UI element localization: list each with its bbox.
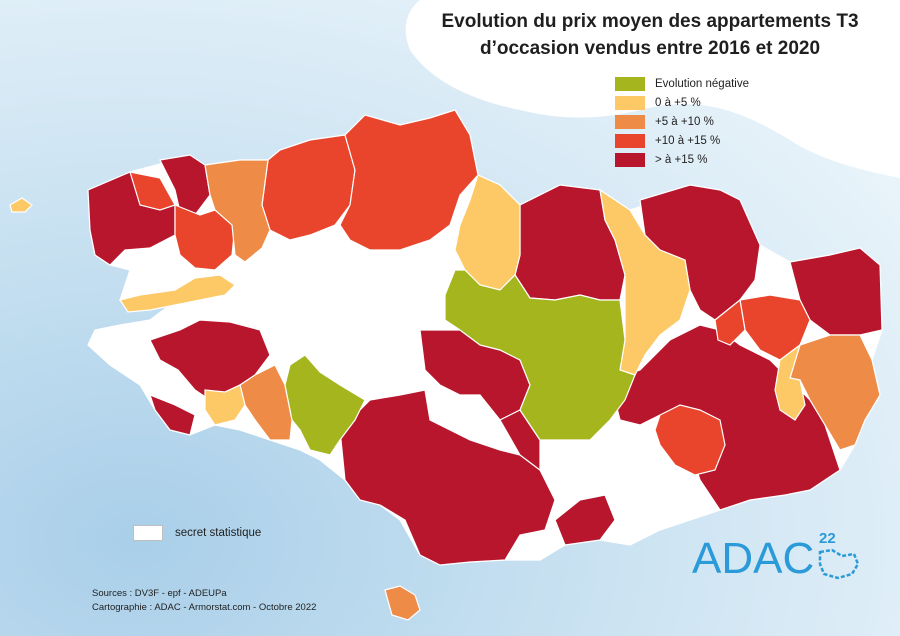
region-crozon	[119, 274, 236, 313]
region-quimperle	[239, 364, 293, 441]
sources-line: Sources : DV3F - epf - ADEUPa	[92, 588, 227, 599]
region-class-negative	[284, 269, 636, 456]
title-backdrop	[405, 0, 900, 178]
region-gourin	[284, 354, 366, 456]
logo-shape-icon	[818, 548, 860, 580]
logo-number: 22	[819, 530, 836, 547]
region-redon-south	[554, 494, 616, 546]
region-class-0-5	[9, 174, 806, 426]
region-class-over-15	[87, 154, 883, 566]
region-concarneau	[204, 384, 246, 426]
region-landerneau	[174, 204, 236, 271]
map-legend: Evolution négative 0 à +5 % +5 à +10 % +…	[615, 74, 815, 169]
cartography-line: Cartographie : ADAC - Armorstat.com - Oc…	[92, 602, 317, 613]
region-brest-north	[129, 171, 176, 211]
legend-swatch-10-15	[615, 133, 645, 148]
map-title: Evolution du prix moyen des appartements…	[420, 8, 880, 62]
legend-swatch-5-10	[615, 114, 645, 129]
region-class-5-10	[204, 159, 881, 621]
adac-logo: ADAC 22	[692, 530, 882, 590]
region-carhaix-north	[204, 159, 271, 263]
legend-label-0-5: 0 à +5 %	[655, 96, 701, 109]
title-line-1: Evolution du prix moyen des appartements…	[441, 11, 859, 32]
region-saint-brieuc	[339, 109, 479, 251]
region-janze	[774, 343, 806, 421]
legend-secret: secret statistique	[133, 525, 261, 541]
legend-label-10-15: +10 à +15 %	[655, 134, 721, 147]
region-class-10-15	[129, 109, 811, 476]
legend-item-negative: Evolution négative	[615, 74, 815, 93]
region-montfort	[714, 298, 746, 346]
region-centre-bretagne	[444, 269, 636, 441]
legend-item-5-10: +5 à +10 %	[615, 112, 815, 131]
logo-text: ADAC	[692, 534, 815, 583]
region-ouessant	[9, 197, 33, 213]
legend-item-10-15: +10 à +15 %	[615, 131, 815, 150]
region-pointe	[149, 393, 196, 436]
legend-swatch-over-15	[615, 152, 645, 167]
legend-label-over-15: > à +15 %	[655, 153, 708, 166]
region-guer	[654, 404, 726, 476]
legend-item-0-5: 0 à +5 %	[615, 93, 815, 112]
legend-label-negative: Evolution négative	[655, 77, 749, 90]
region-morlaix	[159, 154, 211, 216]
legend-swatch-0-5	[615, 95, 645, 110]
region-borders	[239, 239, 471, 441]
legend-swatch-secret	[133, 525, 163, 541]
sources-block: Sources : DV3F - epf - ADEUPa Cartograph…	[92, 587, 316, 615]
title-line-2: d’occasion vendus entre 2016 et 2020	[479, 38, 821, 59]
region-belle-ile	[384, 585, 421, 621]
region-broons	[599, 188, 691, 376]
legend-label-5-10: +5 à +10 %	[655, 115, 714, 128]
legend-label-secret: secret statistique	[175, 527, 262, 539]
legend-swatch-negative	[615, 76, 645, 91]
legend-item-over-15: > à +15 %	[615, 150, 815, 169]
region-vannes-lorient	[339, 389, 556, 566]
